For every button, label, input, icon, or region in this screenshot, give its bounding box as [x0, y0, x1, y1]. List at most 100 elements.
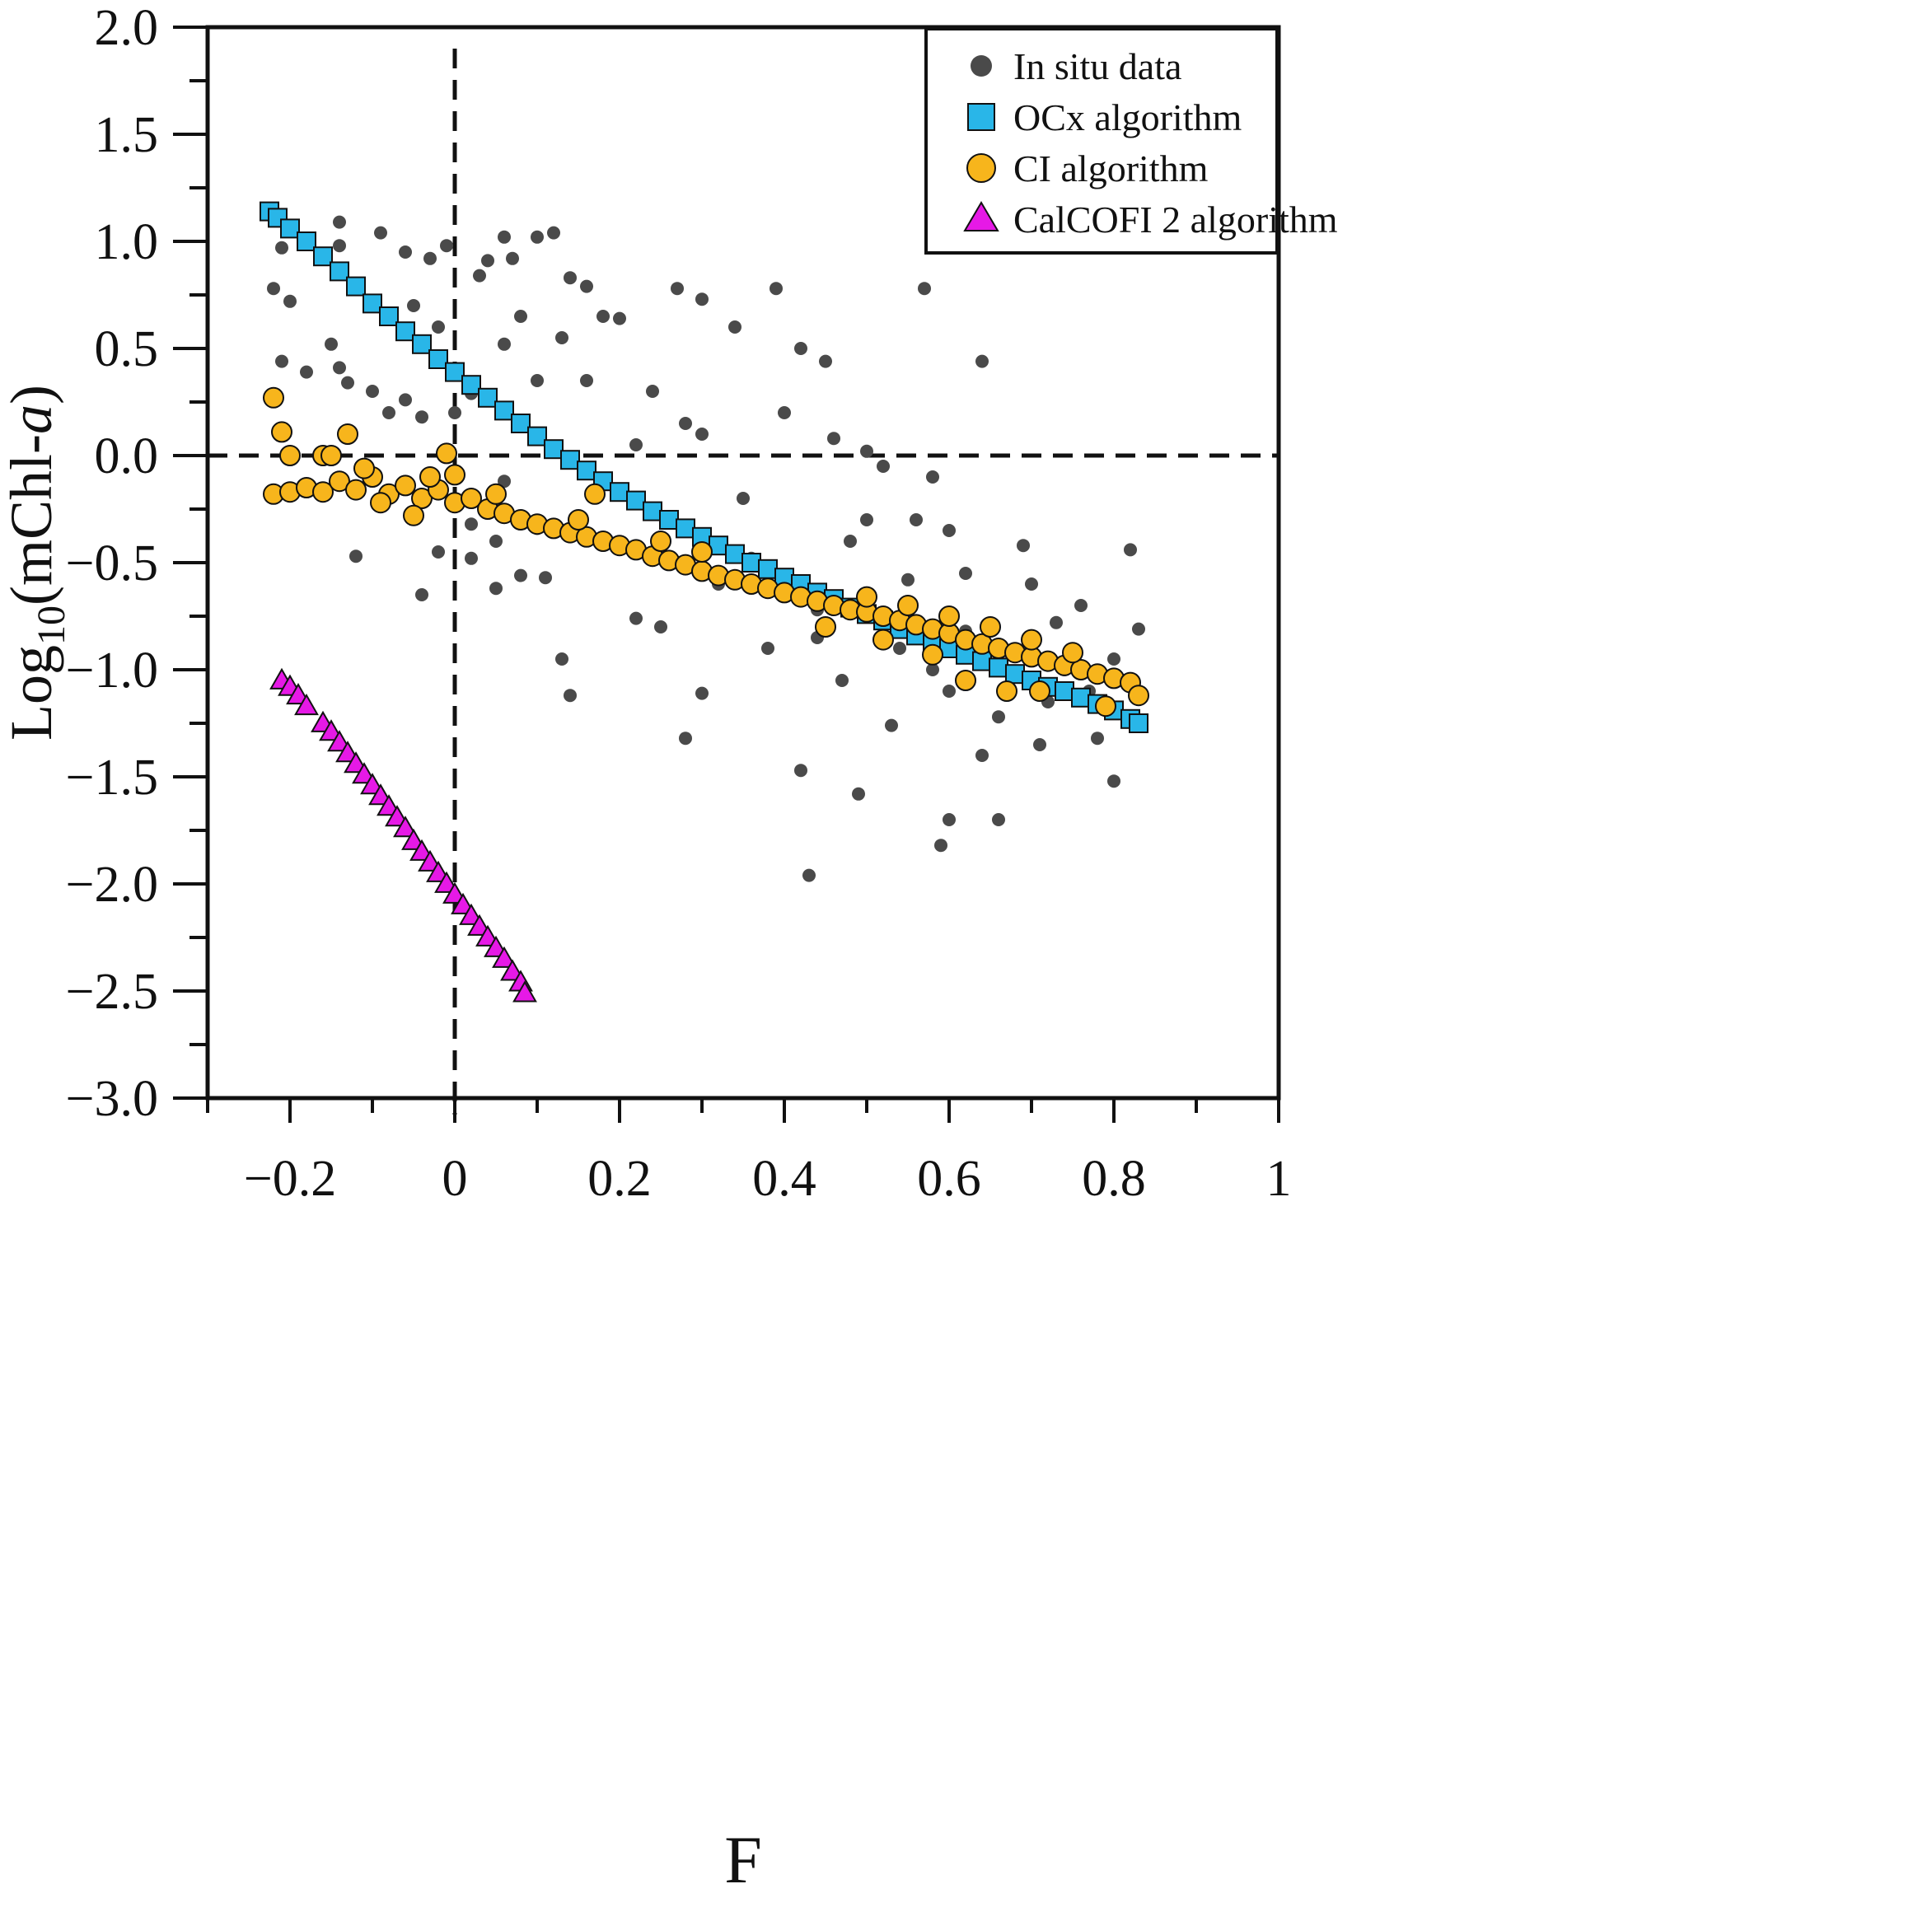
data-point — [498, 337, 511, 351]
x-tick-label: 0.2 — [587, 1151, 652, 1207]
data-point — [498, 474, 511, 489]
data-point — [337, 423, 358, 445]
data-point — [514, 568, 527, 582]
data-point — [770, 282, 783, 296]
data-point — [972, 651, 992, 671]
y-axis-title: Log10(mChl-a) — [0, 385, 73, 741]
data-point — [423, 251, 437, 265]
data-point — [393, 816, 418, 838]
y-tick-label: −1.5 — [66, 750, 158, 806]
data-point — [629, 611, 643, 625]
series-ci-algorithm — [263, 386, 1149, 718]
data-point — [325, 337, 338, 351]
data-point — [294, 693, 319, 716]
data-point — [382, 406, 395, 419]
data-point — [1029, 680, 1050, 702]
data-point — [856, 586, 877, 608]
data-point — [555, 652, 568, 666]
data-point — [363, 293, 382, 314]
data-point — [560, 450, 580, 470]
y-tick-label: 1.5 — [95, 107, 159, 163]
y-axis: −3.0 −2.5 −2.0 −1.5 −1.0 −0.5 0.0 0.5 1.0 1.5 2.0 — [66, 0, 208, 1127]
data-point — [577, 460, 596, 481]
y-axis-title-subscript: 10 — [30, 605, 73, 645]
data-point — [584, 483, 606, 505]
x-tick-label: 0.8 — [1082, 1151, 1146, 1207]
data-point — [527, 426, 547, 446]
y-tick-label: 0.0 — [95, 428, 159, 484]
data-point — [544, 439, 564, 460]
data-point — [275, 354, 288, 368]
data-point — [1091, 732, 1104, 746]
data-point — [312, 481, 334, 503]
data-point — [975, 749, 989, 762]
data-point — [996, 680, 1017, 702]
x-tick-label: 1 — [1266, 1151, 1292, 1207]
data-point — [1062, 642, 1083, 664]
data-point — [910, 513, 923, 526]
data-point — [926, 663, 939, 676]
x-tick-label: 0.4 — [752, 1151, 816, 1207]
y-axis-title-main: Log — [0, 645, 64, 741]
data-point — [852, 787, 865, 801]
data-point — [992, 813, 1005, 826]
data-point — [695, 428, 709, 441]
data-point — [992, 710, 1005, 724]
data-point — [659, 510, 679, 530]
legend-marker — [966, 153, 996, 183]
data-point — [955, 670, 976, 691]
data-point — [511, 414, 531, 433]
data-point — [596, 310, 610, 323]
data-point — [531, 374, 544, 387]
data-point — [794, 342, 807, 355]
data-point — [897, 595, 919, 616]
data-point — [758, 559, 778, 579]
data-point — [399, 245, 412, 259]
data-point — [893, 642, 906, 655]
data-point — [1021, 629, 1042, 651]
y-tick-label: −2.5 — [66, 964, 158, 1020]
data-point — [938, 605, 960, 627]
data-point — [580, 279, 593, 293]
data-point — [461, 375, 481, 395]
data-point — [1124, 543, 1137, 557]
data-point — [568, 509, 589, 531]
data-point — [922, 643, 943, 666]
x-tick-label: 0.6 — [917, 1151, 981, 1207]
data-point — [943, 685, 956, 698]
data-point — [379, 306, 399, 326]
data-point — [407, 299, 420, 312]
legend: In situ data OCx algorithm CI algorithm Cal… — [924, 27, 1338, 255]
data-point — [485, 483, 507, 505]
data-point — [428, 349, 448, 369]
data-point — [461, 488, 482, 509]
data-point — [411, 488, 433, 509]
legend-entry: CalCOFI 2 algorithm — [963, 199, 1338, 241]
data-point — [271, 421, 292, 443]
x-axis-title: F — [724, 1822, 762, 1897]
data-point — [498, 230, 511, 244]
data-point — [440, 239, 453, 253]
data-point — [959, 567, 972, 580]
data-point — [531, 230, 544, 244]
data-point — [943, 813, 956, 826]
data-point — [860, 513, 873, 526]
legend-marker — [967, 103, 995, 131]
data-point — [860, 444, 873, 458]
data-point — [676, 518, 695, 539]
data-point — [275, 241, 288, 255]
data-point — [1071, 687, 1091, 708]
data-point — [297, 231, 316, 251]
data-point — [399, 393, 412, 407]
data-point — [695, 686, 709, 700]
legend-label: CI algorithm — [1013, 147, 1209, 189]
data-series — [260, 201, 1149, 1003]
series-calcofi-2-algorithm — [269, 667, 537, 1003]
data-point — [333, 215, 346, 229]
data-point — [980, 616, 1001, 638]
data-point — [901, 573, 915, 587]
data-point — [934, 839, 947, 853]
data-point — [885, 718, 898, 732]
y-tick-label: −3.0 — [66, 1071, 158, 1127]
data-point — [844, 535, 857, 548]
